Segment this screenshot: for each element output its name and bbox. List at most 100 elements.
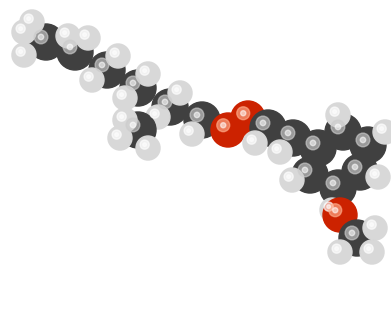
Circle shape	[146, 105, 170, 129]
Circle shape	[326, 176, 340, 190]
Circle shape	[367, 247, 370, 251]
Circle shape	[80, 68, 104, 92]
Circle shape	[351, 163, 369, 181]
Circle shape	[292, 157, 328, 193]
Circle shape	[149, 108, 167, 126]
Circle shape	[197, 116, 206, 124]
Circle shape	[119, 114, 131, 126]
Circle shape	[277, 149, 283, 155]
Circle shape	[280, 124, 307, 151]
Circle shape	[77, 28, 99, 49]
Circle shape	[136, 62, 160, 86]
Circle shape	[332, 206, 348, 223]
Circle shape	[350, 127, 386, 163]
Circle shape	[314, 143, 323, 153]
Circle shape	[305, 171, 314, 180]
Circle shape	[306, 136, 320, 150]
Circle shape	[326, 103, 350, 127]
Circle shape	[93, 57, 120, 84]
Circle shape	[189, 131, 195, 137]
Circle shape	[131, 81, 145, 95]
Circle shape	[145, 71, 151, 77]
Circle shape	[305, 134, 332, 162]
Circle shape	[185, 126, 199, 141]
Circle shape	[341, 222, 373, 254]
Circle shape	[300, 130, 336, 166]
Circle shape	[113, 86, 137, 110]
Circle shape	[364, 244, 373, 253]
Circle shape	[35, 31, 57, 53]
Circle shape	[66, 43, 84, 61]
Circle shape	[109, 47, 127, 65]
Circle shape	[122, 114, 154, 146]
Circle shape	[329, 106, 347, 124]
Circle shape	[271, 143, 289, 161]
Circle shape	[194, 112, 200, 118]
Circle shape	[268, 140, 292, 164]
Circle shape	[349, 161, 371, 183]
Circle shape	[119, 92, 131, 104]
Circle shape	[12, 43, 36, 67]
Circle shape	[372, 171, 384, 183]
Circle shape	[133, 125, 142, 134]
Circle shape	[122, 117, 128, 123]
Circle shape	[90, 78, 93, 82]
Circle shape	[127, 119, 149, 141]
Circle shape	[235, 105, 261, 131]
Circle shape	[29, 19, 35, 25]
Circle shape	[133, 84, 142, 92]
Text: alamy - M8DHXM: alamy - M8DHXM	[142, 302, 249, 316]
Circle shape	[335, 247, 339, 251]
Circle shape	[16, 24, 25, 33]
Circle shape	[120, 112, 156, 148]
Circle shape	[300, 130, 336, 166]
Circle shape	[259, 119, 277, 137]
Circle shape	[368, 220, 382, 236]
Circle shape	[65, 33, 71, 39]
Circle shape	[116, 111, 134, 129]
Circle shape	[98, 61, 116, 79]
Circle shape	[355, 167, 364, 177]
Circle shape	[299, 164, 321, 186]
Circle shape	[24, 14, 33, 23]
Circle shape	[136, 86, 140, 90]
Circle shape	[282, 170, 303, 190]
Circle shape	[16, 47, 25, 56]
Circle shape	[231, 101, 265, 135]
Circle shape	[217, 119, 239, 140]
Circle shape	[190, 132, 194, 135]
Circle shape	[322, 172, 354, 204]
Circle shape	[346, 227, 368, 249]
Circle shape	[346, 158, 373, 186]
Circle shape	[67, 44, 73, 50]
Circle shape	[276, 148, 285, 156]
Circle shape	[307, 137, 329, 159]
Circle shape	[320, 170, 356, 206]
Circle shape	[277, 122, 309, 154]
Circle shape	[257, 117, 279, 139]
Circle shape	[156, 93, 183, 121]
Circle shape	[129, 121, 147, 139]
Circle shape	[370, 223, 373, 227]
Circle shape	[361, 138, 375, 152]
Circle shape	[352, 129, 384, 161]
Circle shape	[200, 118, 204, 122]
Circle shape	[154, 91, 186, 123]
Circle shape	[256, 116, 270, 130]
Circle shape	[373, 172, 377, 175]
Circle shape	[244, 114, 252, 122]
Circle shape	[108, 126, 132, 150]
Circle shape	[222, 124, 234, 136]
Circle shape	[23, 13, 41, 31]
Circle shape	[63, 31, 72, 41]
Circle shape	[281, 126, 295, 140]
Circle shape	[60, 28, 69, 37]
Circle shape	[337, 114, 339, 116]
Circle shape	[349, 230, 355, 236]
Circle shape	[59, 27, 77, 45]
Circle shape	[333, 208, 338, 213]
Circle shape	[328, 240, 352, 264]
Circle shape	[264, 124, 273, 132]
Circle shape	[16, 47, 32, 62]
Circle shape	[367, 220, 376, 229]
